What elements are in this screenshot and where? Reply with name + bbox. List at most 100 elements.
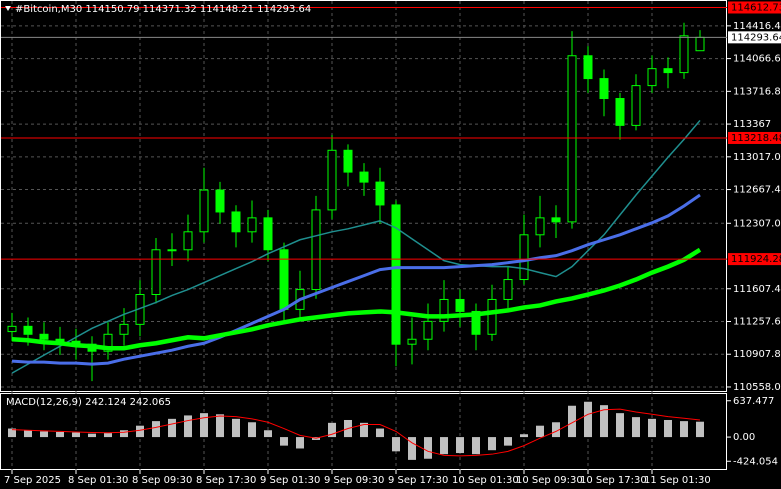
x-tick-label: 8 Sep 01:30 [68, 475, 128, 486]
histogram-bar [680, 421, 688, 438]
y-tick-label: 114066.60 [733, 54, 781, 65]
x-tick-label: 9 Sep 09:30 [324, 475, 384, 486]
histogram-bar [456, 437, 464, 454]
level-label: 114612.73 [731, 2, 781, 13]
histogram-bar [536, 425, 544, 438]
histogram-bar [296, 437, 304, 449]
x-tick-label: 7 Sep 2025 [4, 475, 61, 486]
histogram-bar [440, 437, 448, 455]
x-tick-label: 9 Sep 17:30 [388, 475, 448, 486]
histogram-bar [232, 418, 240, 438]
histogram-bar [56, 431, 64, 438]
histogram-bar [472, 437, 480, 455]
candle-body [311, 209, 321, 291]
candle-body [183, 231, 193, 251]
x-tick-label: 11 Sep 01:30 [644, 475, 711, 486]
histogram-bar [248, 422, 256, 438]
macd-title: MACD(12,26,9) 242.124 242.065 [6, 397, 171, 408]
level-box [728, 1, 781, 14]
candle-body [7, 325, 17, 333]
chart-title: #Bitcoin,M30 114150.79 114371.32 114148.… [15, 4, 311, 15]
level-label: 113218.48 [731, 133, 781, 144]
histogram-bar [648, 418, 656, 438]
histogram-bar [616, 413, 624, 438]
histogram-bar [584, 401, 592, 438]
histogram-bar [504, 437, 512, 446]
histogram-bar [24, 430, 32, 438]
histogram-bar [216, 414, 224, 438]
candle-body [471, 310, 481, 335]
histogram-bar [424, 437, 432, 459]
x-tick-label: 10 Sep 01:30 [452, 475, 519, 486]
candle-body [23, 325, 33, 335]
candle-body [487, 298, 497, 335]
level-box [728, 131, 781, 144]
signal-line [11, 408, 701, 457]
histogram-bar [568, 405, 576, 438]
candle-body [247, 217, 257, 233]
candle-body [263, 217, 273, 251]
candle-body [583, 55, 593, 80]
x-tick-label: 10 Sep 09:30 [516, 475, 583, 486]
histogram-bar [632, 417, 640, 438]
histogram-bar [152, 421, 160, 438]
main-frame [0, 0, 727, 392]
moving-average [11, 193, 701, 366]
last-price-label: 114293.64 [731, 32, 781, 43]
y-tick-label: 110907.80 [733, 349, 781, 360]
candle-body [679, 35, 689, 74]
histogram-bar [376, 428, 384, 438]
y-tick-label: 114416.40 [733, 21, 781, 32]
x-tick-label: 8 Sep 17:30 [196, 475, 256, 486]
candle-body [519, 234, 529, 281]
x-tick-label: 8 Sep 09:30 [132, 475, 192, 486]
candle-body [375, 181, 385, 206]
histogram-bar [552, 422, 560, 438]
candle-body [663, 68, 673, 74]
candle-body [535, 217, 545, 236]
level-box [728, 253, 781, 266]
candle-body [343, 149, 353, 173]
histogram-bar [136, 425, 144, 438]
y-tick-label: 112667.40 [733, 185, 781, 196]
histogram-bar [120, 430, 128, 438]
x-tick-label: 10 Sep 17:30 [580, 475, 647, 486]
y-tick-label: 113367 [733, 119, 771, 130]
candle-body [567, 55, 577, 223]
histogram-bar [200, 413, 208, 438]
histogram-bar [184, 415, 192, 438]
candle-body [215, 189, 225, 213]
y-tick-label: 111257.60 [733, 316, 781, 327]
y-tick-label: -424.054 [733, 456, 778, 467]
candle-body [119, 323, 129, 335]
candle-body [359, 171, 369, 183]
histogram-bar [72, 432, 80, 438]
candle-body [647, 68, 657, 87]
y-tick-label: 113017.00 [733, 152, 781, 163]
candle-body [423, 320, 433, 340]
histogram-bar [392, 437, 400, 452]
candle-body [439, 298, 449, 322]
candle-body [391, 204, 401, 345]
x-tick-label: 9 Sep 01:30 [260, 475, 320, 486]
y-tick-label: 110558.00 [733, 382, 781, 393]
histogram-bar [8, 428, 16, 438]
y-tick-label: 0.00 [733, 432, 755, 443]
candle-body [167, 249, 177, 252]
last-price-box [728, 31, 781, 44]
histogram-bar [264, 430, 272, 438]
y-tick-label: 111607.40 [733, 284, 781, 295]
candle-body [231, 211, 241, 233]
moving-average [11, 247, 702, 351]
histogram-bar [664, 419, 672, 438]
y-tick-label: 112307.00 [733, 218, 781, 229]
level-label: 111924.28 [731, 254, 781, 265]
candle-body [503, 279, 513, 300]
candle-body [151, 249, 161, 296]
title-icon [5, 6, 11, 11]
histogram-bar [696, 421, 704, 438]
candle-body [631, 85, 641, 126]
macd-frame [0, 393, 727, 470]
histogram-bar [104, 433, 112, 438]
